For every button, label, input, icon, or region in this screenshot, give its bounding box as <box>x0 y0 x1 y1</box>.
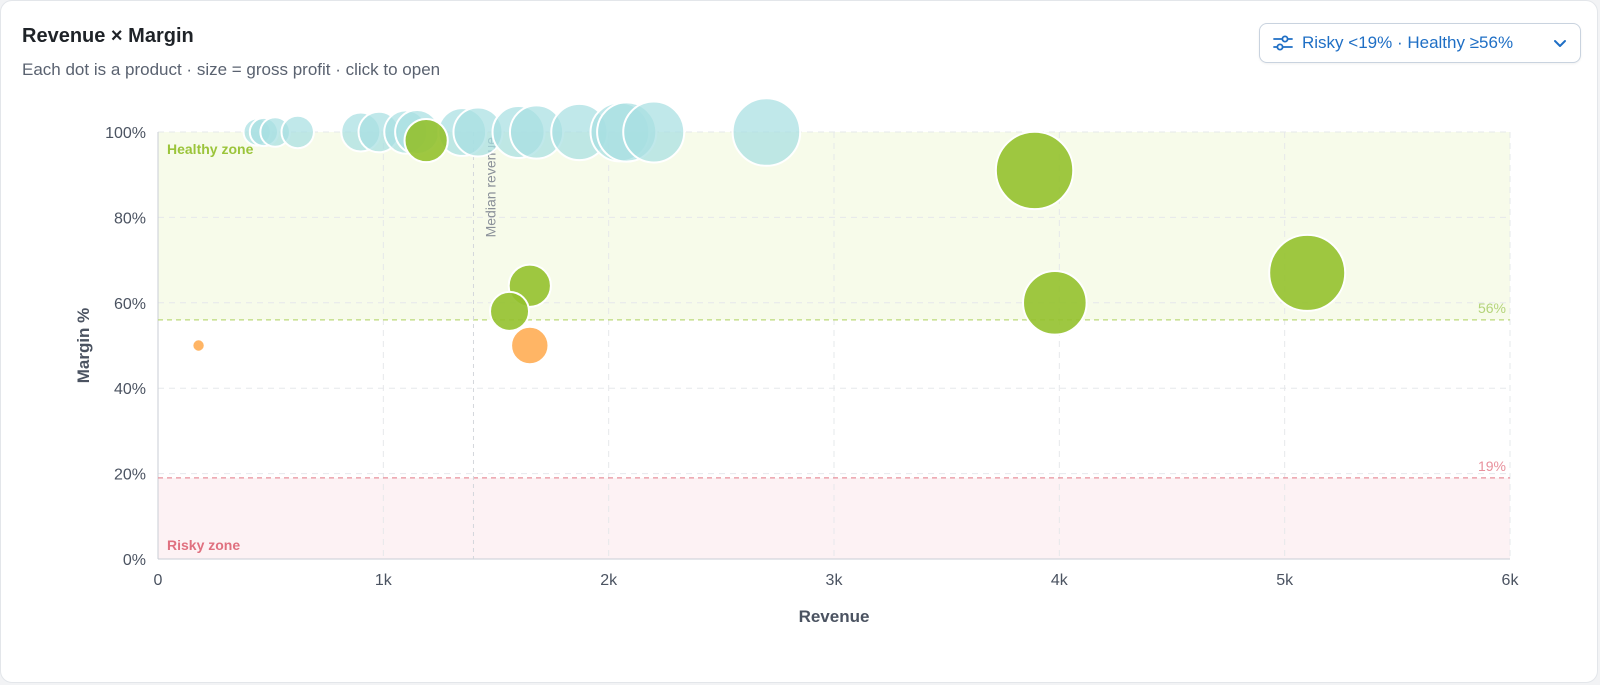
product-dot[interactable] <box>510 325 550 366</box>
product-dot[interactable] <box>1022 270 1088 336</box>
x-tick-label: 1k <box>375 572 393 589</box>
product-dot[interactable] <box>1268 233 1347 312</box>
x-tick-label: 0 <box>154 572 163 589</box>
x-tick-label: 4k <box>1051 572 1069 589</box>
y-tick-label: 80% <box>114 210 146 227</box>
threshold-filter-label: Risky <19% · Healthy ≥56% <box>1302 33 1514 52</box>
x-tick-label: 6k <box>1502 572 1520 589</box>
product-dot[interactable] <box>731 97 802 167</box>
product-dot[interactable] <box>280 114 315 150</box>
risky-zone-label: Risky zone <box>167 537 240 553</box>
x-axis-title: Revenue <box>799 607 870 626</box>
chart-title: Revenue × Margin <box>22 25 194 47</box>
x-tick-label: 3k <box>826 572 844 589</box>
risky-threshold-label: 19% <box>1478 458 1506 474</box>
y-tick-label: 60% <box>114 296 146 313</box>
x-tick-label: 5k <box>1276 572 1294 589</box>
y-tick-label: 0% <box>123 552 146 569</box>
product-dot[interactable] <box>489 290 531 332</box>
chevron-down-icon <box>1552 35 1568 51</box>
product-dot[interactable] <box>994 130 1075 211</box>
healthy-zone-label: Healthy zone <box>167 141 254 157</box>
chart-subtitle: Each dot is a product · size = gross pro… <box>22 60 441 79</box>
x-tick-label: 2k <box>600 572 618 589</box>
product-dot[interactable] <box>191 338 206 353</box>
y-axis-title: Margin % <box>74 308 93 384</box>
sliders-icon <box>1272 32 1294 54</box>
healthy-threshold-label: 56% <box>1478 300 1506 316</box>
product-dot[interactable] <box>622 100 686 164</box>
y-tick-label: 40% <box>114 381 146 398</box>
product-dot[interactable] <box>403 117 449 164</box>
y-tick-label: 100% <box>105 125 146 142</box>
median-revenue-label: Median revenue <box>482 137 498 238</box>
threshold-filter-button[interactable]: Risky <19% · Healthy ≥56% <box>1259 23 1581 63</box>
y-tick-label: 20% <box>114 467 146 484</box>
